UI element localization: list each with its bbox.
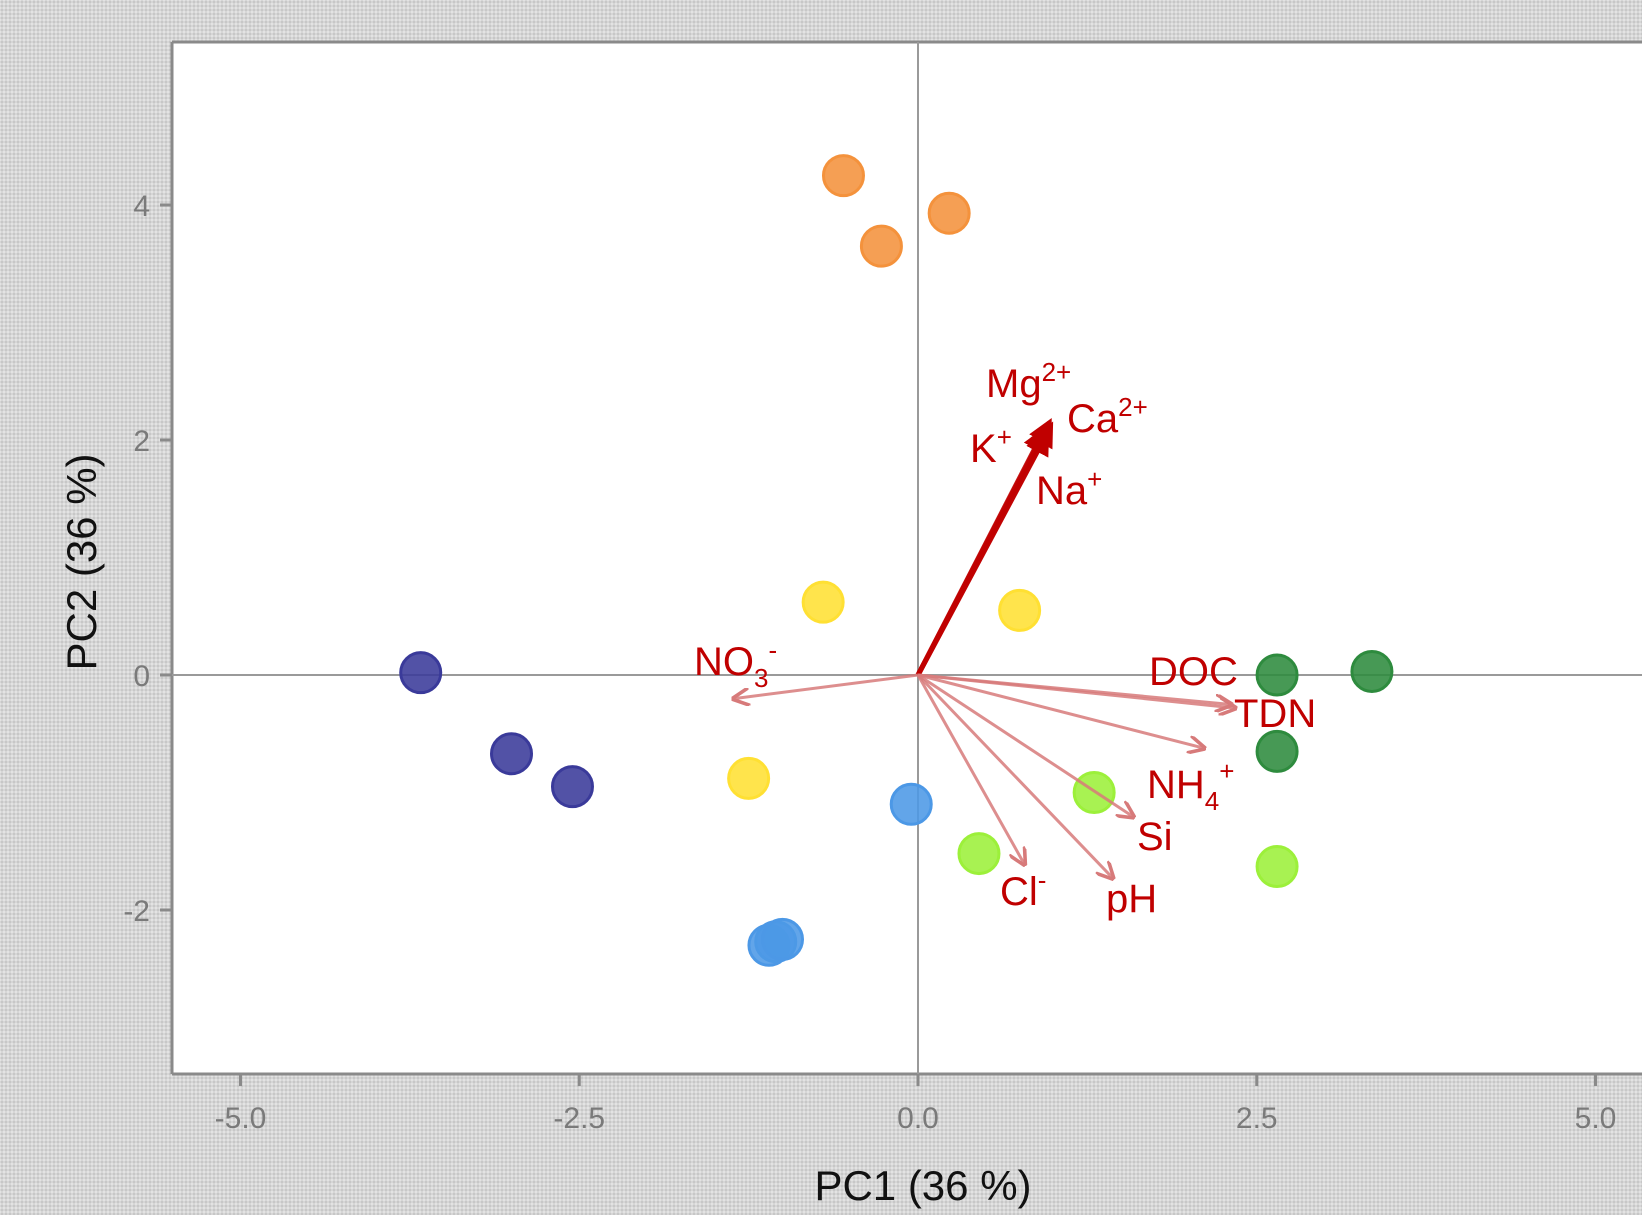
loading-arrow-no (735, 673, 919, 699)
sample-point-group-5 (1255, 653, 1299, 697)
sample-point-group-4 (761, 917, 804, 961)
loading-arrow-na (915, 429, 1050, 677)
loading-labels: Mg2+ Ca2+ K+ Na+ NO3- DOC TDN NH4+ Si Cl… (694, 357, 1316, 921)
sample-point-group-3 (727, 756, 771, 800)
sample-point-group-6 (1255, 845, 1299, 889)
sample-point-group-5 (1350, 649, 1394, 693)
sample-point-group-6 (957, 832, 1001, 876)
sample-point-group-1 (821, 154, 865, 198)
x-tick-label: -2.5 (553, 1102, 605, 1135)
label-ph: pH (1106, 877, 1157, 921)
sample-point-group-1 (927, 191, 971, 235)
loading-arrow-tdn (917, 673, 1234, 708)
loading-arrow-ph (916, 673, 1112, 877)
label-na: Na+ (1036, 464, 1102, 513)
label-mg: Mg2+ (986, 357, 1071, 406)
sample-point-group-2 (490, 732, 533, 776)
axis-ticks: -5.0 -2.5 0.0 2.5 5.0 -2 0 2 4 (123, 190, 1616, 1135)
sample-point-group-1 (859, 224, 903, 268)
y-axis-title: PC2 (36 %) (58, 453, 105, 670)
sample-point-group-5 (1255, 729, 1299, 773)
label-doc: DOC (1149, 650, 1238, 694)
label-ca: Ca2+ (1067, 392, 1148, 441)
loading-arrows (735, 417, 1234, 877)
label-k: K+ (970, 422, 1012, 471)
y-tick-label: -2 (123, 895, 150, 928)
x-axis-title: PC1 (36 %) (814, 1162, 1031, 1209)
sample-points (399, 154, 1394, 967)
y-tick-label: 2 (133, 425, 150, 458)
label-si: Si (1137, 815, 1173, 859)
x-tick-label: 5.0 (1575, 1102, 1617, 1135)
label-no3: NO3- (694, 635, 777, 693)
loading-arrow-nh (917, 673, 1203, 748)
sample-point-group-2 (399, 651, 443, 695)
label-cl: Cl- (1000, 865, 1046, 914)
sample-point-group-4 (889, 782, 933, 826)
label-tdn: TDN (1234, 692, 1316, 736)
x-tick-label: -5.0 (215, 1102, 267, 1135)
loading-arrow-si (917, 673, 1132, 816)
plot-panel (172, 42, 1642, 1074)
x-tick-label: 0.0 (897, 1102, 939, 1135)
label-nh4: NH4+ (1147, 756, 1234, 816)
y-tick-label: 0 (133, 660, 150, 693)
y-tick-label: 4 (133, 190, 150, 223)
sample-point-group-2 (550, 765, 594, 809)
sample-point-group-3 (998, 588, 1042, 632)
sample-point-group-3 (801, 580, 845, 624)
x-tick-label: 2.5 (1236, 1102, 1278, 1135)
loading-arrow-cl (916, 674, 1024, 863)
